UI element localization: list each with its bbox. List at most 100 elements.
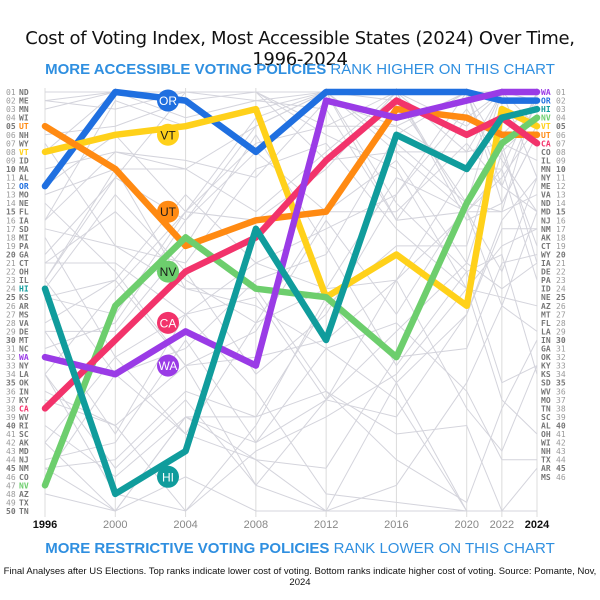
left-rank-tick: 33 (6, 362, 16, 371)
left-state-tick: CT (19, 259, 29, 268)
left-rank-tick: 22 (6, 268, 16, 277)
right-state-tick: WI (541, 439, 551, 448)
left-rank-tick: 28 (6, 319, 16, 328)
left-state-tick: MS (19, 310, 29, 319)
background-line (44, 287, 538, 512)
right-state-tick: NE (541, 293, 551, 302)
left-state-tick: DE (19, 327, 29, 336)
right-rank-tick: 42 (556, 439, 566, 448)
left-rank-tick: 14 (6, 199, 16, 208)
left-rank-tick: 47 (6, 481, 16, 490)
series-label-wa: WA (159, 359, 178, 373)
series-labels: OR VT UT NV CA WA HI (157, 89, 179, 488)
left-rank-tick: 31 (6, 345, 16, 354)
left-state-tick: LA (19, 370, 29, 379)
left-state-tick: OK (19, 379, 29, 388)
right-state-tick: NY (541, 174, 551, 183)
left-state-tick: OR (19, 182, 29, 191)
top-banner-rest: RANK HIGHER ON THIS CHART (326, 61, 555, 78)
left-state-tick: WV (19, 413, 29, 422)
right-state-tick: OH (541, 430, 551, 439)
right-state-tick: UT (541, 131, 551, 140)
right-state-tick: NM (541, 225, 551, 234)
right-state-tick: FL (541, 319, 551, 328)
right-rank-tick: 06 (556, 131, 566, 140)
left-rank-tick: 13 (6, 191, 16, 200)
x-tick-2004: 2004 (173, 519, 197, 531)
series-label-bubble-nv (157, 260, 179, 283)
right-rank-tick: 40 (556, 421, 566, 430)
right-rank-tick: 45 (556, 464, 566, 473)
left-rank-tick: 04 (6, 114, 16, 123)
left-state-tick: IA (19, 216, 29, 225)
right-rank-tick: 03 (556, 105, 566, 114)
left-rank-tick: 12 (6, 182, 16, 191)
left-state-tick: CO (19, 473, 29, 482)
right-state-tick: MN (541, 165, 551, 174)
left-state-tick: WY (19, 139, 29, 148)
right-rank-tick: 02 (556, 97, 566, 106)
left-state-tick: NM (19, 464, 29, 473)
left-state-tick: RI (19, 421, 29, 430)
left-rank-tick: 11 (6, 174, 16, 183)
left-rank-tick: 49 (6, 498, 16, 507)
left-rank-tick: 09 (6, 156, 16, 165)
left-rank-tick: 10 (6, 165, 16, 174)
bottom-banner-rest: RANK LOWER ON THIS CHART (329, 540, 555, 557)
right-rank-tick: 23 (556, 276, 566, 285)
left-state-tick: NH (19, 131, 29, 140)
left-rank-tick: 44 (6, 456, 16, 465)
left-rank-tick: 01 (6, 88, 16, 97)
right-state-tick: MD (541, 208, 551, 217)
right-state-tick: IA (541, 259, 551, 268)
right-state-tick: WA (541, 88, 551, 97)
right-state-tick: NV (541, 114, 551, 123)
left-state-tick: WA (19, 353, 29, 362)
right-state-tick: GA (541, 345, 551, 354)
right-state-tick: IN (541, 336, 551, 345)
right-rank-tick: 44 (556, 456, 566, 465)
right-rank-tick: 32 (556, 353, 566, 362)
left-rank-tick: 20 (6, 250, 16, 259)
right-rank-tick: 08 (556, 148, 566, 157)
left-state-tick: MN (19, 105, 29, 114)
series-line-ca (41, 97, 541, 412)
series-label-bubble-ut (157, 200, 179, 223)
right-rank-tick: 04 (556, 114, 566, 123)
right-rank-tick: 38 (556, 404, 566, 413)
left-rank-tick: 19 (6, 242, 16, 251)
right-rank-tick: 10 (556, 165, 566, 174)
series-label-bubble-ca (157, 311, 179, 334)
right-rank-tick: 14 (556, 199, 566, 208)
left-state-tick: AK (19, 439, 29, 448)
right-state-tick: KS (541, 370, 551, 379)
right-state-tick: ID (541, 285, 551, 294)
background-line (44, 108, 538, 375)
left-rank-tick: 35 (6, 379, 16, 388)
left-rank-tick: 24 (6, 285, 16, 294)
right-state-tick: VT (541, 122, 551, 131)
left-rank-tick: 30 (6, 336, 16, 345)
right-state-tick: PA (541, 276, 551, 285)
right-state-tick: AZ (541, 302, 551, 311)
left-rank-tick: 41 (6, 430, 16, 439)
chart-title: Cost of Voting Index, Most Accessible St… (25, 28, 575, 70)
right-rank-tick: 36 (556, 387, 566, 396)
right-rank-tick: 17 (556, 225, 566, 234)
right-rank-tick: 05 (556, 122, 566, 131)
bottom-banner: MORE RESTRICTIVE VOTING POLICIES RANK LO… (0, 540, 600, 557)
left-state-tick: FL (19, 208, 29, 217)
right-state-tick: WY (541, 250, 551, 259)
left-rank-tick: 45 (6, 464, 16, 473)
left-rank-tick: 03 (6, 105, 16, 114)
right-state-tick: AK (541, 233, 551, 242)
background-line (44, 91, 538, 290)
left-state-tick: VA (19, 319, 29, 328)
left-state-tick: MD (19, 447, 29, 456)
right-state-tick: IL (541, 156, 551, 165)
right-rank-tick: 31 (556, 345, 566, 354)
bottom-banner-bold: MORE RESTRICTIVE VOTING POLICIES (45, 540, 330, 557)
left-rank-tick: 36 (6, 387, 16, 396)
left-state-tick: HI (19, 285, 29, 294)
left-rank-tick: 27 (6, 310, 16, 319)
